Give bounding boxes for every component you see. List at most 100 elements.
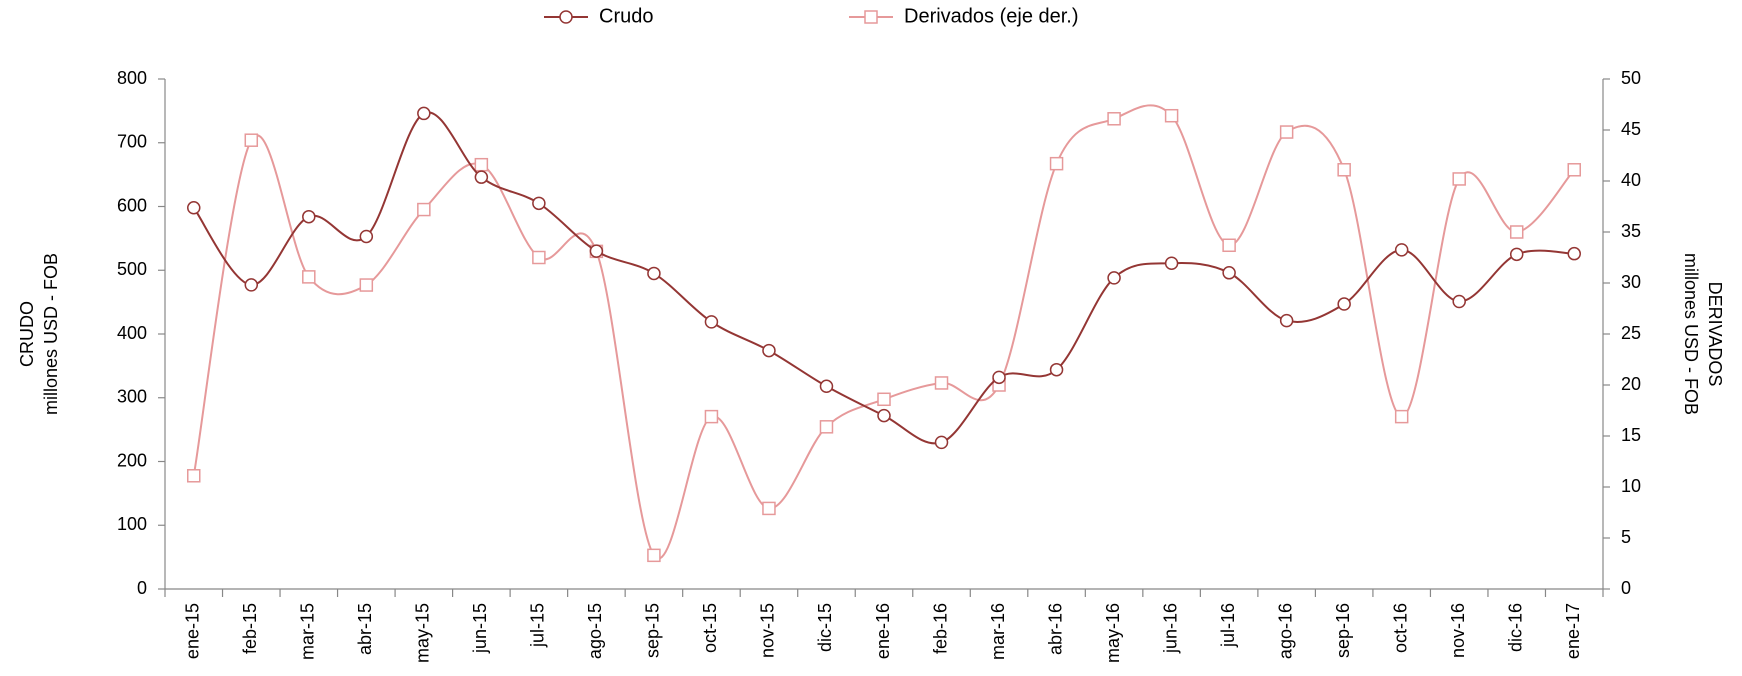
marker xyxy=(1509,247,1524,262)
y2-axis-title-line: DERIVADOS xyxy=(1705,282,1725,387)
y-axis-title-line: CRUDO xyxy=(17,301,37,367)
x-tick-label: may-16 xyxy=(1103,603,1123,663)
marker xyxy=(647,548,661,563)
y-tick-label: 100 xyxy=(117,514,147,534)
marker xyxy=(934,376,949,390)
y2-tick-label: 0 xyxy=(1621,578,1631,598)
marker xyxy=(1279,313,1294,328)
marker xyxy=(559,10,573,24)
marker xyxy=(1279,125,1294,139)
marker xyxy=(1049,362,1064,377)
marker xyxy=(1452,294,1466,309)
x-tick-label: jun-15 xyxy=(470,603,490,654)
legend-label: Crudo xyxy=(599,5,653,27)
marker xyxy=(704,315,719,329)
y2-axis-title-line: millones USD - FOB xyxy=(1681,253,1701,415)
marker xyxy=(864,10,878,24)
y-axis-title: CRUDO millones USD - FOB xyxy=(17,253,61,415)
marker xyxy=(187,469,201,483)
x-tick-label: nov-16 xyxy=(1448,603,1468,658)
y2-tick-label: 25 xyxy=(1621,323,1641,343)
marker xyxy=(1509,225,1524,239)
marker xyxy=(244,278,259,292)
y2-axis-title: DERIVADOSmillones USD - FOB xyxy=(1681,253,1725,415)
x-tick-label: feb-15 xyxy=(240,603,260,654)
marker xyxy=(532,250,546,265)
x-tick-label: jun-16 xyxy=(1160,603,1180,654)
marker xyxy=(1394,409,1409,424)
x-tick-label: dic-16 xyxy=(1505,603,1525,652)
y-tick-label: 600 xyxy=(117,195,147,215)
marker xyxy=(1107,112,1121,126)
marker xyxy=(302,270,316,284)
x-tick-label: ago-15 xyxy=(585,603,605,659)
y2-tick-label: 50 xyxy=(1621,68,1641,88)
x-tick-label: sep-16 xyxy=(1333,603,1353,658)
marker xyxy=(1567,246,1581,261)
x-tick-label: ene-17 xyxy=(1563,603,1583,659)
marker xyxy=(589,244,604,258)
x-tick-label: abr-16 xyxy=(1045,603,1065,655)
marker xyxy=(474,170,489,184)
x-tick-label: ene-16 xyxy=(873,603,893,659)
marker xyxy=(359,229,374,244)
marker xyxy=(1164,108,1179,123)
marker xyxy=(762,501,776,516)
y-tick-label: 400 xyxy=(117,323,147,343)
marker xyxy=(1222,266,1236,280)
marker xyxy=(1394,243,1409,257)
x-tick-label: nov-15 xyxy=(758,603,778,658)
series-line xyxy=(192,104,1575,560)
marker xyxy=(819,420,834,434)
marker xyxy=(704,409,719,424)
y2-tick-label: 15 xyxy=(1621,425,1641,445)
x-tick-label: ago-16 xyxy=(1275,603,1295,659)
y-tick-label: 800 xyxy=(117,68,147,88)
legend-label: Derivados (eje der.) xyxy=(904,5,1079,27)
marker xyxy=(187,201,201,215)
y-tick-label: 700 xyxy=(117,132,147,152)
x-tick-label: dic-15 xyxy=(815,603,835,652)
x-tick-label: abr-15 xyxy=(355,603,375,655)
marker xyxy=(474,157,489,172)
x-tick-label: may-15 xyxy=(413,603,433,663)
x-tick-label: oct-16 xyxy=(1390,603,1410,653)
y-tick-label: 0 xyxy=(137,578,147,598)
marker xyxy=(1337,163,1351,177)
marker xyxy=(1049,156,1064,171)
marker xyxy=(1107,271,1121,285)
marker xyxy=(992,370,1006,385)
x-tick-label: ene-15 xyxy=(183,603,203,659)
x-tick-label: feb-16 xyxy=(930,603,950,654)
marker xyxy=(1567,163,1581,177)
marker xyxy=(244,133,259,147)
y2-tick-label: 35 xyxy=(1621,221,1641,241)
marker xyxy=(877,392,891,407)
marker xyxy=(417,106,431,121)
marker xyxy=(302,209,316,224)
marker xyxy=(762,343,776,358)
marker xyxy=(1164,256,1179,270)
y2-tick-label: 20 xyxy=(1621,374,1641,394)
marker xyxy=(1337,297,1351,311)
marker xyxy=(532,196,546,211)
y-tick-label: 300 xyxy=(117,387,147,407)
x-tick-label: mar-16 xyxy=(988,603,1008,660)
marker xyxy=(1452,172,1466,186)
marker xyxy=(1222,238,1236,253)
marker xyxy=(359,278,374,292)
y2-tick-label: 45 xyxy=(1621,119,1641,139)
y2-tick-label: 5 xyxy=(1621,527,1631,547)
y2-tick-label: 10 xyxy=(1621,476,1641,496)
x-tick-label: jul-15 xyxy=(528,603,548,648)
x-tick-label: oct-15 xyxy=(700,603,720,653)
y2-tick-label: 30 xyxy=(1621,272,1641,292)
y-axis-title-line: millones USD - FOB xyxy=(41,253,61,415)
marker xyxy=(417,202,431,217)
y-tick-label: 200 xyxy=(117,450,147,470)
marker xyxy=(647,266,661,281)
y2-tick-label: 40 xyxy=(1621,170,1641,190)
marker xyxy=(934,435,949,450)
x-tick-label: jul-16 xyxy=(1218,603,1238,648)
